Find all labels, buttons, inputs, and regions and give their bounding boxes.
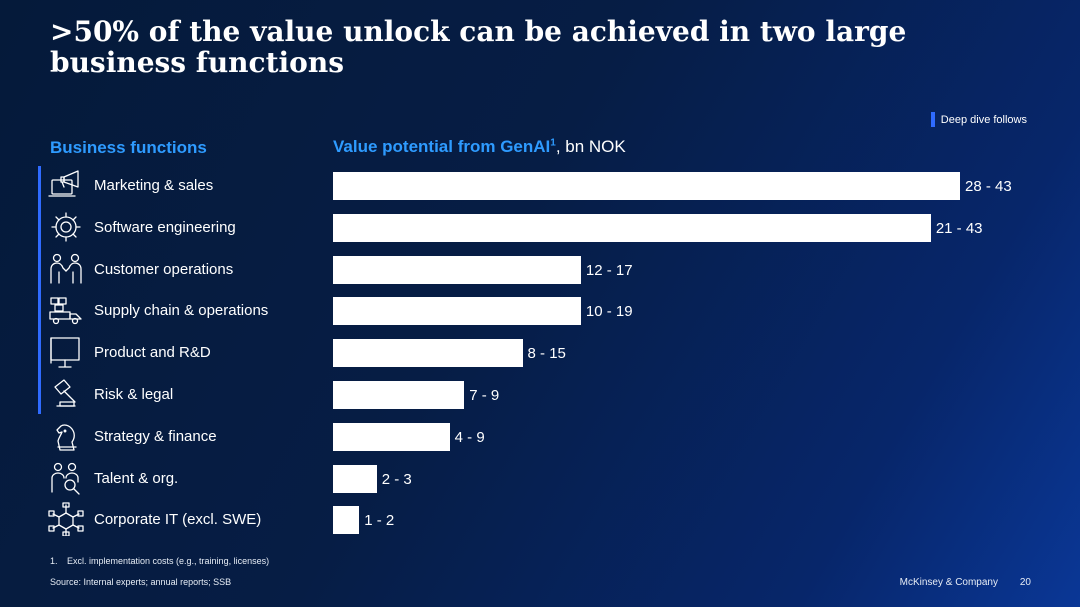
value-potential-header-unit: , bn NOK	[555, 137, 626, 156]
value-label: 28 - 43	[965, 178, 1012, 195]
value-bar	[333, 256, 581, 284]
business-functions-header: Business functions	[50, 138, 207, 157]
value-potential-header: Value potential from GenAI1, bn NOK	[333, 137, 626, 157]
value-bar	[333, 506, 360, 534]
gavel-icon	[48, 377, 84, 411]
value-potential-header-highlight: Value potential from GenAI	[333, 137, 551, 156]
gear-icon	[48, 210, 84, 244]
delivery-truck-icon	[48, 293, 84, 327]
brand-name: McKinsey & Company	[899, 577, 998, 588]
chess-knight-icon	[48, 419, 84, 453]
value-bar	[333, 214, 931, 242]
business-function-label: Risk & legal	[94, 386, 174, 403]
deep-dive-marker	[38, 166, 41, 414]
megaphone-laptop-icon	[48, 168, 84, 202]
value-label: 12 - 17	[585, 262, 633, 279]
network-cube-icon	[48, 502, 84, 537]
source-note: Source: Internal experts; annual reports…	[50, 577, 232, 587]
business-function-label: Supply chain & operations	[94, 302, 269, 319]
handshake-people-icon	[48, 252, 84, 286]
legend: Deep dive follows	[930, 112, 1027, 127]
footnote: 1. Excl. implementation costs (e.g., trai…	[50, 556, 269, 566]
value-label: 21 - 43	[935, 220, 983, 237]
value-bar	[333, 172, 960, 200]
value-bar	[333, 381, 465, 409]
people-search-icon	[48, 461, 84, 495]
page-title: >50% of the value unlock can be achieved…	[50, 15, 907, 79]
business-function-label: Marketing & sales	[94, 177, 214, 194]
value-label: 7 - 9	[469, 387, 500, 404]
value-bar	[333, 465, 377, 493]
footnote-marker: 1	[550, 137, 556, 149]
value-bar	[333, 297, 581, 325]
value-label: 2 - 3	[381, 471, 412, 488]
business-function-label: Product and R&D	[94, 344, 211, 361]
monitor-icon	[48, 335, 84, 369]
value-label: 8 - 15	[527, 345, 566, 362]
business-function-label: Customer operations	[94, 261, 234, 278]
value-label: 4 - 9	[454, 429, 485, 446]
business-function-label: Talent & org.	[94, 470, 179, 487]
business-function-label: Strategy & finance	[94, 428, 217, 445]
legend-swatch	[930, 112, 935, 127]
value-label: 1 - 2	[364, 512, 395, 529]
legend-label: Deep dive follows	[940, 113, 1027, 126]
value-bar	[333, 339, 523, 367]
footnote-text: Excl. implementation costs (e.g., traini…	[67, 556, 270, 566]
value-bar	[333, 423, 450, 451]
business-function-label: Corporate IT (excl. SWE)	[94, 511, 262, 528]
business-function-label: Software engineering	[94, 219, 236, 236]
value-label: 10 - 19	[585, 303, 633, 320]
footnote-number: 1.	[50, 556, 58, 566]
page-number: 20	[1019, 577, 1031, 588]
